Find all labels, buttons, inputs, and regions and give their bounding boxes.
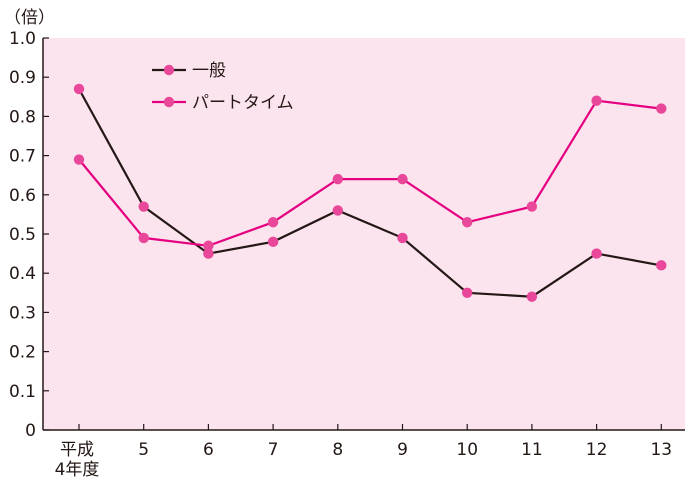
y-tick-label: 0.7 bbox=[9, 147, 36, 167]
data-point bbox=[138, 232, 149, 244]
data-point bbox=[203, 240, 214, 251]
y-tick-label: 0.4 bbox=[9, 264, 36, 284]
data-point bbox=[397, 173, 408, 185]
plot-background bbox=[43, 38, 685, 430]
y-tick-label: 0.3 bbox=[9, 303, 36, 323]
y-tick-label: 0.6 bbox=[9, 186, 36, 206]
x-tick-label: 平成 bbox=[60, 440, 94, 460]
data-point bbox=[462, 217, 473, 228]
y-tick-label: 1.0 bbox=[9, 29, 36, 49]
y-ticks: 0 0.1 0.2 0.3 0.4 0.5 0.6 0.7 0.8 0.9 1.0 bbox=[9, 29, 49, 441]
data-point bbox=[332, 173, 343, 185]
series-line-1 bbox=[78, 88, 662, 298]
data-point bbox=[138, 201, 149, 212]
legend-marker bbox=[163, 96, 175, 108]
data-point bbox=[526, 201, 538, 212]
x-tick-label: 8 bbox=[332, 440, 343, 460]
legend-label: 一般 bbox=[192, 61, 226, 81]
data-point bbox=[203, 248, 214, 259]
data-point bbox=[397, 232, 408, 244]
data-point bbox=[462, 287, 473, 298]
y-tick-label: 0 bbox=[25, 421, 36, 441]
y-tick-label: 0.2 bbox=[9, 343, 36, 363]
data-point bbox=[656, 103, 667, 114]
x-tick-label: 6 bbox=[203, 440, 214, 460]
x-tick-label: 11 bbox=[521, 440, 543, 460]
data-point bbox=[267, 217, 279, 228]
data-point bbox=[332, 205, 343, 216]
data-point bbox=[591, 95, 602, 106]
y-tick-label: 0.9 bbox=[9, 68, 36, 88]
x-tick-label: 9 bbox=[397, 440, 408, 460]
x-tick-label: 12 bbox=[586, 440, 608, 460]
legend-label: パートタイム bbox=[192, 93, 294, 113]
series-line-2 bbox=[78, 99, 662, 247]
data-point bbox=[267, 236, 279, 248]
x-tick-label: 5 bbox=[138, 440, 149, 460]
y-tick-label: 0.8 bbox=[9, 107, 36, 127]
data-point bbox=[526, 291, 538, 302]
y-axis-unit-label: （倍） bbox=[4, 8, 55, 28]
x-tick-label: 4年度 bbox=[55, 460, 100, 480]
series-layer bbox=[73, 83, 667, 302]
x-tick-label: 10 bbox=[456, 440, 478, 460]
data-point bbox=[73, 154, 85, 165]
data-point bbox=[656, 260, 667, 271]
data-point bbox=[73, 83, 85, 95]
y-tick-label: 0.1 bbox=[9, 382, 36, 402]
data-point bbox=[591, 248, 602, 259]
legend-marker bbox=[163, 64, 175, 76]
x-tick-label: 7 bbox=[268, 440, 279, 460]
y-tick-label: 0.5 bbox=[9, 225, 36, 245]
x-tick-label: 13 bbox=[650, 440, 672, 460]
